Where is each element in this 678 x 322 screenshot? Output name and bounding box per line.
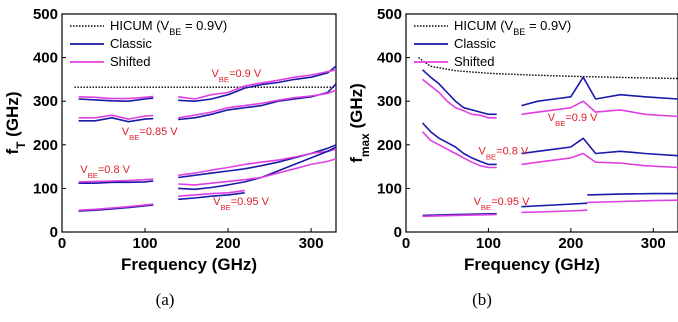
series-line-classic bbox=[587, 192, 678, 196]
y-axis-label: fT (GHz) bbox=[3, 92, 28, 155]
series-line-shifted bbox=[178, 85, 245, 100]
series-line-classic bbox=[244, 83, 337, 109]
y-tick-label: 300 bbox=[377, 93, 402, 110]
legend-entry: Classic bbox=[110, 36, 152, 51]
x-tick-label: 100 bbox=[476, 235, 501, 252]
series-line-shifted bbox=[521, 209, 588, 214]
x-tick-label: 0 bbox=[402, 235, 410, 252]
series-line-classic bbox=[521, 202, 588, 208]
series-line-shifted bbox=[421, 131, 497, 169]
series-line-classic bbox=[178, 192, 245, 201]
series-line-shifted bbox=[178, 104, 245, 119]
x-tick-label: 300 bbox=[299, 235, 324, 252]
chart-panel-a: 0 100 200 300 0 100 200 300 400 500 Frequency (GHz… bbox=[3, 6, 337, 309]
legend-entry: Classic bbox=[454, 36, 496, 51]
x-tick-label: 200 bbox=[216, 235, 241, 252]
series-line-shifted bbox=[587, 199, 678, 204]
legend-entry: HICUM (VBE = 0.9V) bbox=[454, 18, 571, 37]
annotation-label: VBE=0.9 V bbox=[211, 68, 261, 84]
panel-caption: (b) bbox=[472, 290, 492, 309]
y-tick-label: 400 bbox=[377, 50, 402, 67]
y-tick-label: 100 bbox=[33, 180, 58, 197]
y-tick-label: 100 bbox=[377, 180, 402, 197]
plot-frame bbox=[61, 13, 337, 233]
series-line-shifted bbox=[422, 213, 497, 218]
series-line-classic bbox=[178, 87, 245, 102]
series-line-shifted bbox=[244, 69, 337, 87]
series-line-shifted bbox=[244, 158, 337, 181]
annotation-label: VBE=0.9 V bbox=[548, 112, 598, 128]
series-line-shifted bbox=[78, 203, 154, 211]
y-axis-label: fmax (GHz) bbox=[347, 83, 372, 163]
series-line-shifted bbox=[178, 163, 245, 177]
annotation-label: VBE=0.8 V bbox=[479, 145, 529, 161]
series-line-classic bbox=[178, 181, 245, 191]
series-line-classic bbox=[178, 168, 245, 179]
annotation-label: VBE=0.95 V bbox=[474, 196, 530, 212]
y-tick-label: 0 bbox=[50, 224, 58, 241]
series-line-classic bbox=[178, 106, 245, 121]
series-line-shifted bbox=[178, 189, 245, 197]
y-tick-label: 500 bbox=[377, 6, 402, 23]
series-line-shifted bbox=[521, 152, 678, 169]
y-tick-label: 300 bbox=[33, 93, 58, 110]
series-line-classic bbox=[78, 97, 154, 102]
series-line-shifted bbox=[422, 78, 497, 119]
y-tick-label: 0 bbox=[394, 224, 402, 241]
y-tick-label: 200 bbox=[377, 137, 402, 154]
y-tick-label: 200 bbox=[33, 137, 58, 154]
panel-caption: (a) bbox=[156, 290, 175, 309]
x-tick-label: 0 bbox=[58, 235, 66, 252]
series-line-shifted bbox=[521, 100, 678, 118]
series-line-shifted bbox=[78, 114, 154, 120]
x-axis-label: Frequency (GHz) bbox=[121, 255, 257, 274]
y-tick-label: 400 bbox=[33, 50, 58, 67]
plot-frame bbox=[405, 13, 678, 233]
series-line-classic bbox=[78, 204, 154, 212]
series-line-classic bbox=[244, 65, 337, 89]
series-line-classic bbox=[78, 180, 154, 184]
series-line-shifted bbox=[78, 95, 154, 100]
annotation-label: VBE=0.8 V bbox=[80, 164, 130, 180]
chart-panel-b: 0 100 200 300 0 100 200 300 400 500 Frequency (GHz… bbox=[347, 6, 678, 309]
series-line-classic bbox=[78, 117, 154, 123]
annotation-label: VBE=0.95 V bbox=[213, 196, 269, 212]
series-line-shifted bbox=[244, 89, 337, 107]
legend-entry: Shifted bbox=[110, 54, 150, 69]
x-tick-label: 300 bbox=[641, 235, 666, 252]
x-axis-label: Frequency (GHz) bbox=[464, 255, 600, 274]
legend-entry: Shifted bbox=[454, 54, 494, 69]
y-tick-label: 500 bbox=[33, 6, 58, 23]
series-line-shifted bbox=[178, 178, 245, 186]
series-line-classic bbox=[521, 137, 678, 157]
series-line-shifted bbox=[78, 178, 154, 183]
series-line-classic bbox=[521, 76, 678, 107]
x-tick-label: 200 bbox=[558, 235, 583, 252]
annotation-label: VBE=0.85 V bbox=[122, 126, 178, 142]
series-line-classic bbox=[421, 122, 497, 166]
legend-entry: HICUM (VBE = 0.9V) bbox=[110, 18, 227, 37]
series-line-hicum bbox=[417, 57, 678, 80]
series-line-classic bbox=[244, 144, 337, 170]
series-line-classic bbox=[421, 69, 497, 116]
x-tick-label: 100 bbox=[133, 235, 158, 252]
